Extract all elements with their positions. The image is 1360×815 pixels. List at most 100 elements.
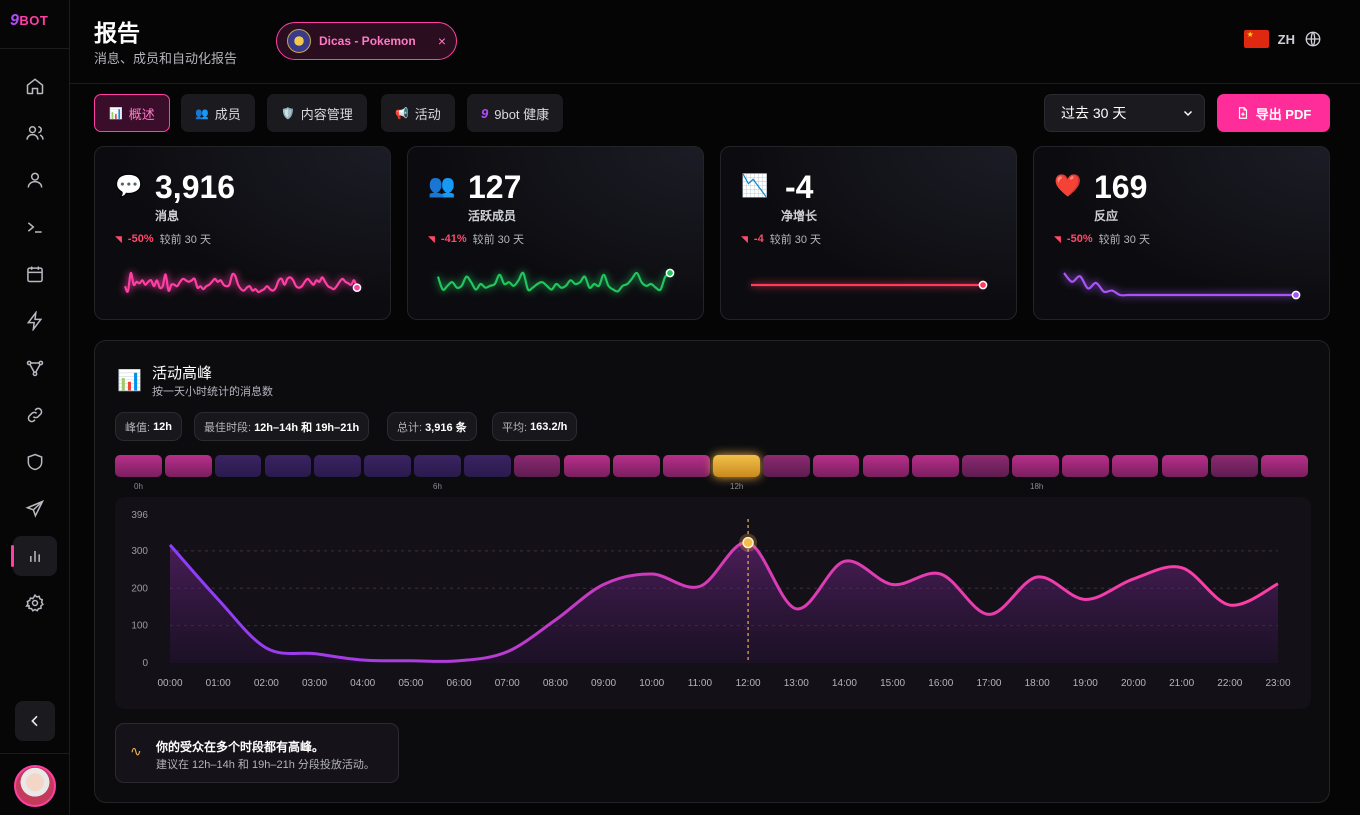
nav-workflow[interactable]: [13, 348, 57, 388]
peak-point[interactable]: [742, 536, 754, 549]
tab-bot-health[interactable]: 9 9bot 健康: [467, 94, 564, 132]
sparkline-line: [123, 271, 359, 294]
heatmap-cell[interactable]: [1261, 455, 1308, 477]
x-tick-label: 22:00: [1217, 678, 1242, 689]
sparkline-endpoint: [978, 280, 988, 290]
collapse-sidebar-button[interactable]: [15, 701, 55, 741]
chart-down-icon: 📉: [741, 173, 769, 198]
stat-change: ◥ -4 较前 30 天: [741, 231, 821, 247]
date-range-select[interactable]: 过去 30 天: [1044, 94, 1205, 132]
stat-change: ◥ -50% 较前 30 天: [1054, 231, 1150, 247]
nav-calendar[interactable]: [13, 254, 57, 294]
insight-body: 建议在 12h–14h 和 19h–21h 分段投放活动。: [156, 759, 375, 771]
sparkline-line: [436, 271, 671, 293]
server-selector-chip[interactable]: Dicas - Pokemon ×: [276, 22, 457, 60]
heatmap-cell[interactable]: [463, 455, 511, 477]
heatmap-cell[interactable]: [1211, 455, 1259, 477]
heatmap-cell[interactable]: [513, 455, 561, 477]
globe-icon[interactable]: [1304, 30, 1322, 48]
heart-icon: ❤️: [1054, 173, 1082, 198]
nav-broadcast[interactable]: [13, 489, 57, 529]
avatar[interactable]: [14, 765, 56, 807]
x-tick-label: 17:00: [976, 678, 1001, 689]
nav-home[interactable]: [13, 66, 57, 106]
x-tick-label: 13:00: [784, 678, 809, 689]
insight-title: 你的受众在多个时段都有高峰。: [156, 740, 325, 754]
nav-links[interactable]: [13, 395, 57, 435]
sparkline: [750, 280, 988, 290]
stat-change-percent: -50%: [1066, 233, 1093, 245]
shield-icon: [27, 453, 43, 471]
stat-card-messages: 💬 3,916 消息 ◥ -50% 较前 30 天: [94, 146, 391, 320]
heatmap-cell[interactable]: [314, 455, 362, 477]
heatmap-cell[interactable]: [663, 455, 710, 477]
pill-value: 12h: [153, 420, 173, 433]
language-selector[interactable]: ZH: [1243, 30, 1322, 48]
heatmap-cell[interactable]: [364, 455, 411, 477]
heatmap-cell[interactable]: [1111, 455, 1159, 477]
nav-automation[interactable]: [13, 301, 57, 341]
hourly-heatmap: [115, 455, 1311, 477]
server-name: Dicas - Pokemon: [319, 34, 416, 48]
x-tick-label: 21:00: [1169, 678, 1194, 689]
tab-campaigns[interactable]: 📢 活动: [381, 94, 455, 132]
panel-subtitle: 按一天小时统计的消息数: [152, 386, 273, 398]
tab-moderation[interactable]: 🛡️ 内容管理: [267, 94, 367, 132]
hourly-activity-chart: 0 100 200 300 396 00:00 01:00 02:00 03:00 04:00 05…: [115, 497, 1311, 709]
heatmap-cell[interactable]: [862, 455, 910, 477]
heatmap-cell[interactable]: [264, 455, 312, 477]
tab-label: 成员: [214, 106, 241, 122]
heatmap-cell[interactable]: [812, 455, 860, 477]
heatmap-cell[interactable]: [1161, 455, 1209, 477]
x-tick-label: 10:00: [639, 678, 664, 689]
export-pdf-button[interactable]: 导出 PDF: [1217, 94, 1330, 132]
best-time-pill: 最佳时段: 12h–14h 和 19h–21h: [194, 412, 370, 441]
stat-value: 169: [1094, 169, 1148, 205]
heatmap-cell[interactable]: [912, 455, 960, 477]
heatmap-cell[interactable]: [713, 455, 760, 477]
stat-change-percent: -41%: [440, 233, 467, 245]
file-plus-icon: [1238, 107, 1247, 119]
x-tick-label: 12:00: [736, 678, 761, 689]
nav-members[interactable]: [13, 113, 57, 153]
tab-overview[interactable]: 📊 概述: [94, 94, 170, 132]
heatmap-cell[interactable]: [762, 455, 810, 477]
heatmap-cell[interactable]: [613, 455, 661, 477]
heatmap-cell[interactable]: [962, 455, 1009, 477]
heatmap-cell[interactable]: [214, 455, 262, 477]
nav-moderation[interactable]: [13, 442, 57, 482]
nav-commands[interactable]: [13, 207, 57, 247]
settings-icon: [25, 593, 44, 612]
brand-logo[interactable]: 9BOT: [10, 12, 49, 29]
chevron-down-icon: [1183, 110, 1193, 117]
nav-profile[interactable]: [13, 160, 57, 200]
heatmap-cell[interactable]: [563, 455, 611, 477]
heatmap-cell[interactable]: [1061, 455, 1109, 477]
x-tick-label: 02:00: [254, 678, 279, 689]
heatmap-cell[interactable]: [115, 455, 162, 477]
sparkline-endpoint: [1291, 290, 1301, 300]
china-flag-icon: [1243, 30, 1269, 48]
nav-settings[interactable]: [13, 583, 57, 623]
stat-value: -4: [785, 169, 814, 205]
x-tick-label: 05:00: [398, 678, 423, 689]
x-tick-label: 18:00: [1025, 678, 1050, 689]
tab-members[interactable]: 👥 成员: [181, 94, 255, 132]
pulse-icon: ∿: [130, 743, 142, 759]
page-title: 报告: [94, 20, 140, 46]
x-tick-label: 16:00: [928, 678, 953, 689]
x-tick-label: 00:00: [157, 678, 182, 689]
stat-change-period: 较前 30 天: [769, 234, 822, 246]
language-code: ZH: [1277, 31, 1295, 47]
stat-change-period: 较前 30 天: [159, 234, 211, 246]
nav-reports[interactable]: [11, 536, 57, 576]
heatmap-cell[interactable]: [414, 455, 461, 477]
heatmap-cell[interactable]: [164, 455, 212, 477]
sparkline-endpoint: [352, 283, 362, 293]
close-icon[interactable]: ×: [437, 33, 446, 49]
users-icon: 👥: [195, 107, 209, 120]
heatmap-label: 6h: [433, 482, 442, 491]
x-tick-label: 19:00: [1073, 678, 1098, 689]
heatmap-cell[interactable]: [1012, 455, 1059, 477]
series-line: [168, 541, 1279, 663]
